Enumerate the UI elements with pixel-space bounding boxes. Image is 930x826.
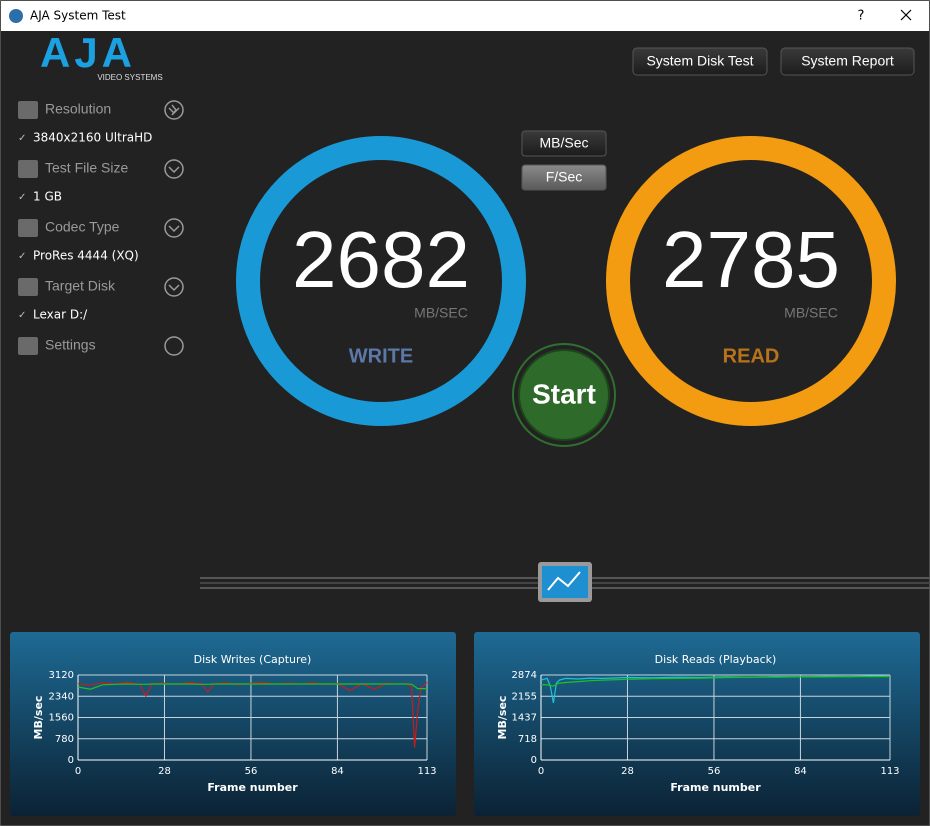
sidebar-value: 3840x2160 UltraHD — [33, 131, 152, 145]
gauge-ring — [606, 136, 896, 426]
sidebar-expand[interactable] — [164, 159, 184, 179]
gauge-unit: MB/SEC — [784, 305, 838, 321]
sidebar-icon — [18, 219, 38, 237]
sidebar-expand[interactable] — [164, 218, 184, 238]
unit-button[interactable] — [521, 130, 607, 157]
sidebar-label[interactable]: Test File Size — [45, 160, 128, 176]
sidebar-label[interactable]: Resolution — [45, 101, 111, 117]
sidebar-label[interactable]: Target Disk — [45, 278, 116, 294]
y-tick-label: 0 — [531, 755, 537, 766]
x-tick-label: 28 — [158, 766, 171, 777]
sidebar-icon — [18, 160, 38, 178]
header-button[interactable] — [632, 47, 768, 76]
sidebar-chevron — [168, 225, 180, 233]
sidebar-chevron — [168, 284, 180, 292]
gauge-label: WRITE — [349, 345, 413, 367]
y-tick-label: 2155 — [512, 691, 537, 702]
sidebar-chevron — [168, 166, 180, 174]
x-tick-label: 113 — [880, 766, 899, 777]
gauge-value: 2682 — [292, 215, 470, 304]
sidebar-check: ✓ — [18, 133, 26, 144]
sidebar-label[interactable]: Settings — [45, 337, 96, 353]
sidebar-expand[interactable] — [164, 336, 184, 356]
y-axis-label: MB/sec — [496, 696, 509, 740]
y-tick-label: 780 — [55, 734, 74, 745]
y-tick-label: 718 — [518, 734, 537, 745]
header-button-label[interactable]: System Disk Test — [646, 53, 753, 69]
start-ring — [512, 343, 616, 447]
header-button-label[interactable]: System Report — [801, 53, 894, 69]
sidebar-value: ProRes 4444 (XQ) — [33, 249, 139, 263]
sidebar-icon — [18, 337, 38, 355]
sidebar-label[interactable]: Codec Type — [45, 219, 120, 235]
x-tick-label: 56 — [245, 766, 258, 777]
gauge-value: 2785 — [662, 215, 840, 304]
app-icon — [9, 9, 23, 23]
close-button[interactable] — [900, 9, 912, 21]
y-tick-label: 2874 — [512, 670, 537, 681]
gauge-unit: MB/SEC — [414, 305, 468, 321]
data-line — [540, 675, 890, 687]
y-tick-label: 2340 — [49, 691, 74, 702]
x-tick-label: 84 — [331, 766, 344, 777]
chart-title: Disk Writes (Capture) — [194, 653, 312, 666]
y-tick-label: 0 — [68, 755, 74, 766]
logo: AJA — [40, 29, 136, 76]
x-tick-label: 0 — [75, 766, 81, 777]
y-tick-label: 3120 — [49, 670, 74, 681]
logo-subtitle: VIDEO SYSTEMS — [97, 73, 162, 82]
chart-panel — [10, 632, 456, 816]
sidebar-check: ✓ — [18, 310, 26, 321]
y-tick-label: 1560 — [49, 713, 74, 724]
unit-button[interactable] — [521, 164, 607, 191]
gauge-label: READ — [723, 345, 780, 367]
title-bar — [1, 1, 929, 31]
sidebar-check: ✓ — [18, 192, 26, 203]
sidebar-value: Lexar D:/ — [33, 308, 88, 322]
header-button[interactable] — [780, 47, 915, 76]
sidebar-chevron — [171, 104, 177, 116]
y-tick-label: 1437 — [512, 713, 537, 724]
graph-toggle-icon — [542, 566, 588, 598]
chart-title: Disk Reads (Playback) — [655, 653, 777, 666]
sidebar-icon — [18, 101, 38, 119]
sidebar-value: 1 GB — [33, 190, 62, 204]
data-line — [77, 683, 427, 690]
x-tick-label: 0 — [538, 766, 544, 777]
x-tick-label: 28 — [621, 766, 634, 777]
x-tick-label: 113 — [417, 766, 436, 777]
sidebar-check: ✓ — [18, 251, 26, 262]
x-tick-label: 84 — [794, 766, 807, 777]
x-axis-label: Frame number — [670, 781, 761, 794]
start-button[interactable] — [518, 349, 610, 441]
unit-button-label[interactable]: MB/Sec — [539, 135, 588, 151]
unit-button-label[interactable]: F/Sec — [546, 169, 583, 185]
x-tick-label: 56 — [708, 766, 721, 777]
graph-toggle-icon — [547, 571, 581, 591]
gauge-ring — [236, 136, 526, 426]
sidebar-icon — [18, 278, 38, 296]
y-axis-label: MB/sec — [32, 696, 45, 740]
x-axis-label: Frame number — [207, 781, 298, 794]
start-label[interactable]: Start — [532, 378, 596, 409]
sidebar-expand[interactable] — [164, 100, 184, 120]
window-title: AJA System Test — [30, 9, 126, 23]
help-button[interactable]: ? — [858, 9, 865, 24]
sidebar-expand[interactable] — [164, 277, 184, 297]
